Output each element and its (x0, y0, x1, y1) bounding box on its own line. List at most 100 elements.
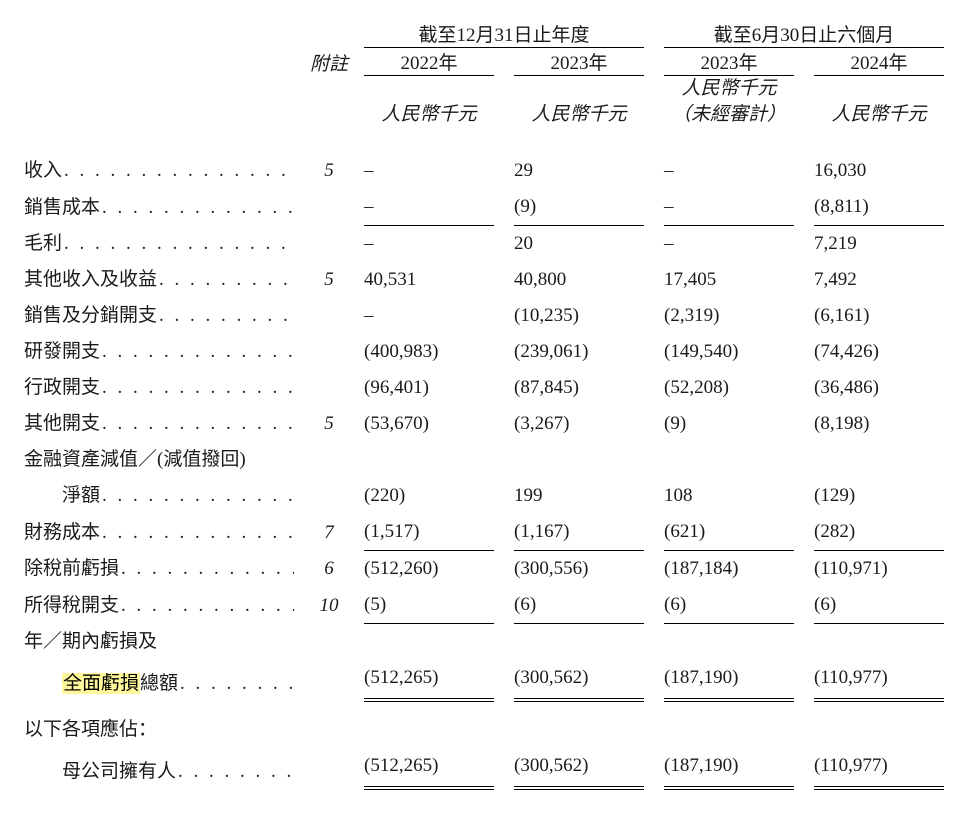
cell: (87,845) (514, 370, 644, 406)
cell: (282) (814, 514, 944, 551)
cell: (6) (664, 587, 794, 624)
cell: 199 (514, 478, 644, 514)
row-admin: 行政開支 (96,401) (87,845) (52,208) (36,486) (24, 370, 944, 406)
cell: (9) (664, 406, 794, 442)
label-gross: 毛利 (24, 226, 62, 262)
row-total-1: 年／期內虧損及 (24, 624, 944, 660)
cell: (74,426) (814, 334, 944, 370)
cell: (300,562) (514, 660, 644, 702)
row-revenue: 收入 5 – 29 – 16,030 (24, 153, 944, 189)
cell: – (364, 226, 494, 262)
cell: (10,235) (514, 298, 644, 334)
cell: (52,208) (664, 370, 794, 406)
cell: 108 (664, 478, 794, 514)
cell: (6) (514, 587, 644, 624)
cell: (129) (814, 478, 944, 514)
label-total2: 全面虧損總額 (24, 666, 178, 702)
highlight-total: 全面虧損 (62, 673, 140, 694)
label-total1: 年／期內虧損及 (24, 624, 157, 660)
note-tax: 10 (294, 587, 364, 624)
cell: (3,267) (514, 406, 644, 442)
cell: – (664, 153, 794, 189)
label-otherinc: 其他收入及收益 (24, 262, 157, 298)
cell: – (364, 189, 494, 226)
col-header-note: 附註 (294, 48, 364, 76)
cell: (187,190) (664, 660, 794, 702)
unit-h2023: 人民幣千元（未經審計） (664, 76, 794, 128)
row-otherinc: 其他收入及收益 5 40,531 40,800 17,405 7,492 (24, 262, 944, 298)
label-revenue: 收入 (24, 153, 62, 189)
cell: (36,486) (814, 370, 944, 406)
cell: (6) (814, 587, 944, 624)
cell: – (364, 298, 494, 334)
row-selling: 銷售及分銷開支 – (10,235) (2,319) (6,161) (24, 298, 944, 334)
row-impair-1: 金融資產減值／(減值撥回) (24, 442, 944, 478)
row-impair-2: 淨額 (220) 199 108 (129) (24, 478, 944, 514)
cell: (512,265) (364, 660, 494, 702)
cell: (512,265) (364, 748, 494, 790)
col-header-h2024: 2024年 (814, 48, 944, 76)
cell: (8,198) (814, 406, 944, 442)
label-admin: 行政開支 (24, 370, 100, 406)
col-group-hy: 截至6月30日止六個月 (664, 20, 944, 48)
cell: (96,401) (364, 370, 494, 406)
row-gross: 毛利 – 20 – 7,219 (24, 226, 944, 262)
cell: – (664, 226, 794, 262)
cell: (149,540) (664, 334, 794, 370)
financial-statement: 截至12月31日止年度 截至6月30日止六個月 附註 2022年 2023年 2… (0, 0, 966, 819)
row-total-2: 全面虧損總額 (512,265) (300,562) (187,190) (11… (24, 660, 944, 702)
cell: (110,977) (814, 660, 944, 702)
row-attr-header: 以下各項應佔： (24, 712, 944, 748)
col-header-2022: 2022年 (364, 48, 494, 76)
cell: (2,319) (664, 298, 794, 334)
cell: 29 (514, 153, 644, 189)
cell: 17,405 (664, 262, 794, 298)
cell: 7,492 (814, 262, 944, 298)
label-impair1: 金融資產減值／(減值撥回) (24, 442, 246, 478)
cell: 20 (514, 226, 644, 262)
col-header-2023: 2023年 (514, 48, 644, 76)
col-group-fy: 截至12月31日止年度 (364, 20, 644, 48)
cell: (5) (364, 587, 494, 624)
cell: (110,971) (814, 551, 944, 587)
cell: (512,260) (364, 551, 494, 587)
cell: 40,531 (364, 262, 494, 298)
label-cogs: 銷售成本 (24, 190, 100, 226)
cell: 16,030 (814, 153, 944, 189)
cell: (220) (364, 478, 494, 514)
unit-h2024: 人民幣千元 (814, 76, 944, 128)
row-rnd: 研發開支 (400,983) (239,061) (149,540) (74,4… (24, 334, 944, 370)
unit-2022: 人民幣千元 (364, 76, 494, 128)
note-lossbt: 6 (294, 551, 364, 587)
row-cogs: 銷售成本 – (9) – (8,811) (24, 189, 944, 226)
cell: (6,161) (814, 298, 944, 334)
unit-2023: 人民幣千元 (514, 76, 644, 128)
cell: (8,811) (814, 189, 944, 226)
header-row-years: 附註 2022年 2023年 2023年 2024年 (24, 48, 944, 76)
row-parent: 母公司擁有人 (512,265) (300,562) (187,190) (11… (24, 748, 944, 790)
label-fincost: 財務成本 (24, 515, 100, 551)
label-rnd: 研發開支 (24, 334, 100, 370)
cell: (187,190) (664, 748, 794, 790)
cell: – (664, 189, 794, 226)
cell: 7,219 (814, 226, 944, 262)
header-row-groups: 截至12月31日止年度 截至6月30日止六個月 (24, 20, 944, 48)
label-impair2: 淨額 (24, 478, 100, 514)
note-revenue: 5 (294, 153, 364, 189)
header-row-units: 人民幣千元 人民幣千元 人民幣千元（未經審計） 人民幣千元 (24, 76, 944, 128)
note-otherinc: 5 (294, 262, 364, 298)
cell: (621) (664, 514, 794, 551)
row-lossbt: 除稅前虧損 6 (512,260) (300,556) (187,184) (1… (24, 551, 944, 587)
cell: (9) (514, 189, 644, 226)
label-attrhdr: 以下各項應佔： (24, 712, 157, 748)
cell: (53,670) (364, 406, 494, 442)
note-fincost: 7 (294, 514, 364, 551)
label-parent: 母公司擁有人 (24, 754, 176, 790)
cell: (239,061) (514, 334, 644, 370)
row-otherexp: 其他開支 5 (53,670) (3,267) (9) (8,198) (24, 406, 944, 442)
cell: (187,184) (664, 551, 794, 587)
cell: – (364, 153, 494, 189)
cell: 40,800 (514, 262, 644, 298)
cell: (1,517) (364, 514, 494, 551)
income-statement-table: 截至12月31日止年度 截至6月30日止六個月 附註 2022年 2023年 2… (24, 20, 944, 790)
